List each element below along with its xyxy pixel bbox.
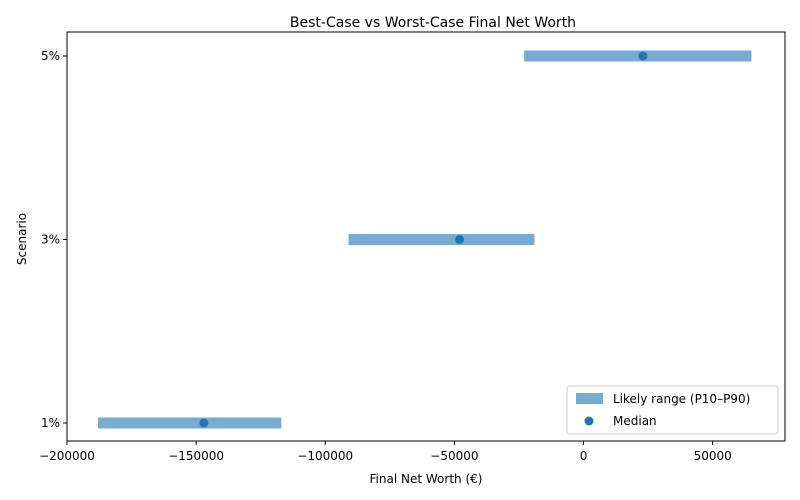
x-tick-label: 50000 — [694, 449, 732, 463]
y-tick-label: 3% — [41, 233, 60, 247]
x-axis: −200000 −150000 −100000 −50000 0 50000 — [39, 441, 732, 463]
axes-frame — [66, 31, 786, 442]
range-bar — [97, 417, 282, 429]
range-bar — [348, 234, 535, 245]
range-bar — [524, 50, 752, 62]
x-tick-label: −50000 — [430, 449, 478, 463]
x-tick-label: −100000 — [297, 449, 353, 463]
chart-title: Best-Case vs Worst-Case Final Net Worth — [290, 15, 576, 31]
median-point — [199, 418, 209, 428]
y-tick-label: 5% — [41, 49, 60, 63]
x-tick-label: −150000 — [168, 449, 224, 463]
legend-range-swatch — [576, 393, 603, 404]
x-tick-label: 0 — [580, 449, 588, 463]
y-tick-label: 1% — [41, 416, 60, 430]
legend: Likely range (P10–P90) Median — [566, 385, 779, 435]
y-axis-label: Scenario — [15, 213, 29, 265]
legend-median-label: Median — [613, 414, 657, 428]
x-axis-label: Final Net Worth (€) — [370, 472, 483, 486]
legend-box — [566, 385, 779, 435]
legend-range-label: Likely range (P10–P90) — [613, 392, 750, 406]
plot-area — [97, 50, 752, 429]
x-tick-label: −200000 — [39, 449, 95, 463]
median-point — [638, 51, 648, 61]
median-point — [455, 235, 465, 244]
y-axis: 1% 3% 5% — [41, 49, 67, 430]
legend-median-marker — [584, 416, 594, 426]
